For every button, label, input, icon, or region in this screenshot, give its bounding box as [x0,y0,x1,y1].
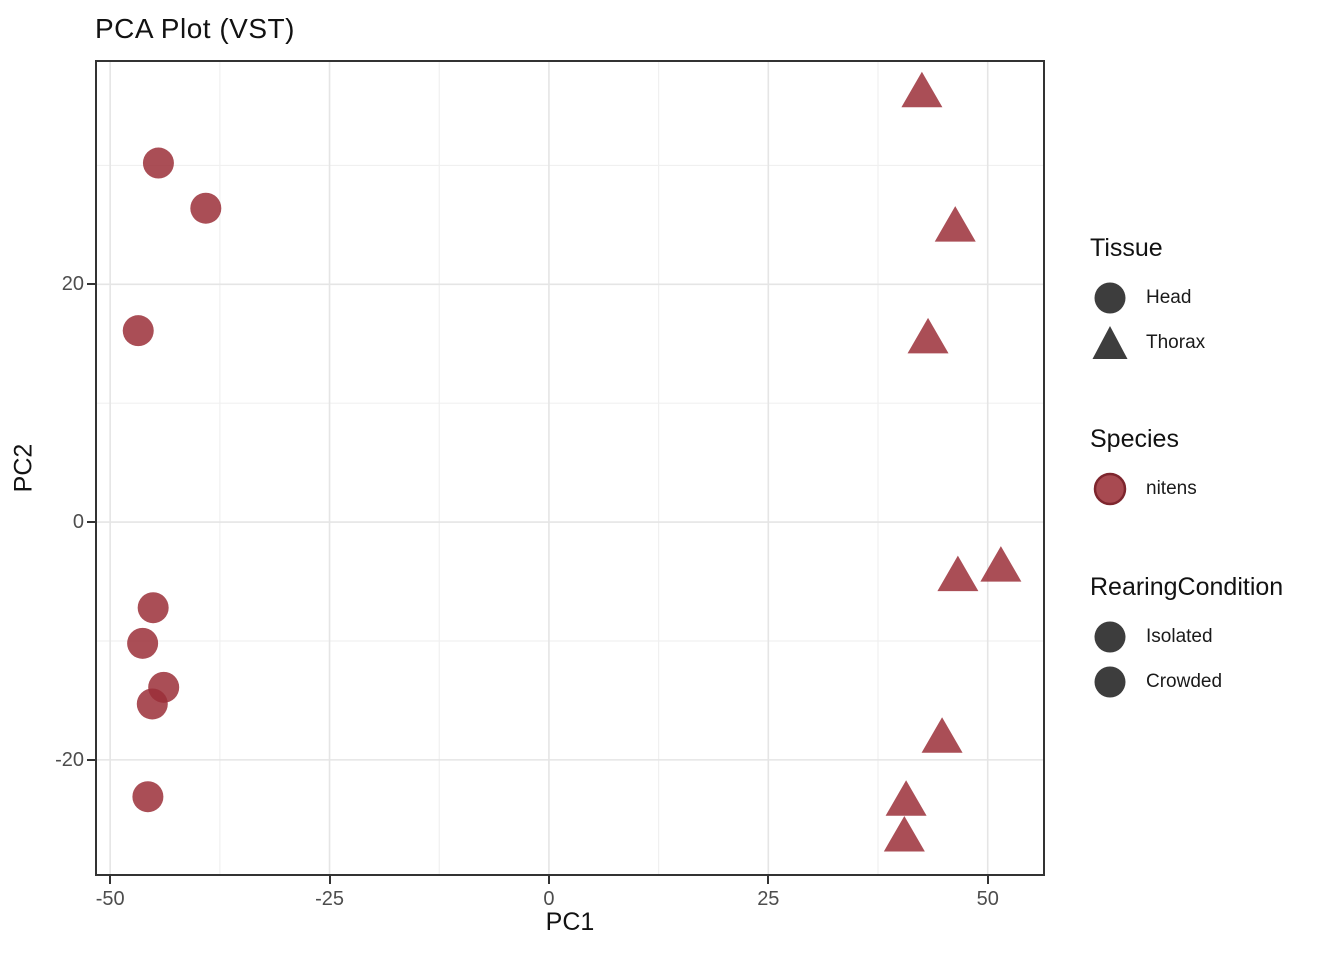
legend-title-rearing-condition: RearingCondition [1090,573,1284,601]
data-point-head-circle [132,781,164,813]
nitens-circle-icon [1093,472,1127,505]
legend-label-crowded: Crowded [1146,670,1223,692]
scatter-plot-area [97,62,1043,874]
legend-label-nitens: nitens [1146,477,1197,499]
y-tick-label: -20 [55,748,84,771]
legend-label-isolated: Isolated [1146,625,1213,647]
data-point-thorax-triangle [921,717,963,753]
legend-label-head: Head [1146,286,1192,308]
plot-title: PCA Plot (VST) [95,13,295,44]
data-point-thorax-triangle [883,815,925,852]
y-axis-title: PC2 [9,443,38,493]
data-point-thorax-triangle [901,71,943,108]
legend-item-thorax: Thorax [1088,320,1344,365]
x-tick-mark [767,876,770,884]
legend-item-crowded: Crowded [1088,659,1344,704]
x-tick-mark [109,876,112,884]
data-point-head-circle [136,688,168,720]
y-tick-mark [87,758,95,761]
x-tick-label: 50 [976,888,999,910]
y-tick-mark [87,283,95,286]
data-point-head-circle [122,315,154,347]
data-point-thorax-triangle [885,780,927,816]
legend-item-head: Head [1088,275,1344,320]
x-tick-label: 25 [757,888,780,910]
data-point-thorax-triangle [907,317,949,354]
y-tick-mark [87,521,95,524]
data-point-head-circle [190,192,222,224]
data-point-thorax-triangle [937,555,979,592]
data-point-thorax-triangle [934,206,976,242]
legend-group-tissue: Tissue Head Thorax [1088,233,1344,365]
legend-label-thorax: Thorax [1146,331,1206,353]
head-circle-icon [1094,282,1126,313]
crowded-circle-icon [1094,666,1126,697]
legend-group-rearing-condition: RearingCondition Isolated Crowded [1088,572,1344,704]
y-tick-label: 20 [61,273,84,296]
legend-title-tissue: Tissue [1090,234,1163,262]
x-tick-mark [328,876,331,884]
legend-item-nitens: nitens [1088,466,1344,511]
isolated-circle-icon [1094,621,1126,652]
x-axis-title: PC1 [545,908,595,936]
data-point-head-circle [137,592,169,624]
x-tick-mark [547,876,550,884]
x-tick-label: 0 [543,888,555,910]
x-tick-label: -50 [95,888,125,910]
plot-panel [95,60,1045,876]
y-tick-label: 0 [72,511,84,534]
data-point-thorax-triangle [980,546,1022,582]
x-tick-label: -25 [315,888,344,910]
x-tick-mark [986,876,989,884]
thorax-triangle-icon [1092,325,1128,359]
legend-title-species: Species [1090,425,1179,453]
data-point-head-circle [142,147,174,179]
data-point-head-circle [127,627,159,659]
legend-item-isolated: Isolated [1088,614,1344,659]
legend-group-species: Species nitens [1088,424,1344,511]
